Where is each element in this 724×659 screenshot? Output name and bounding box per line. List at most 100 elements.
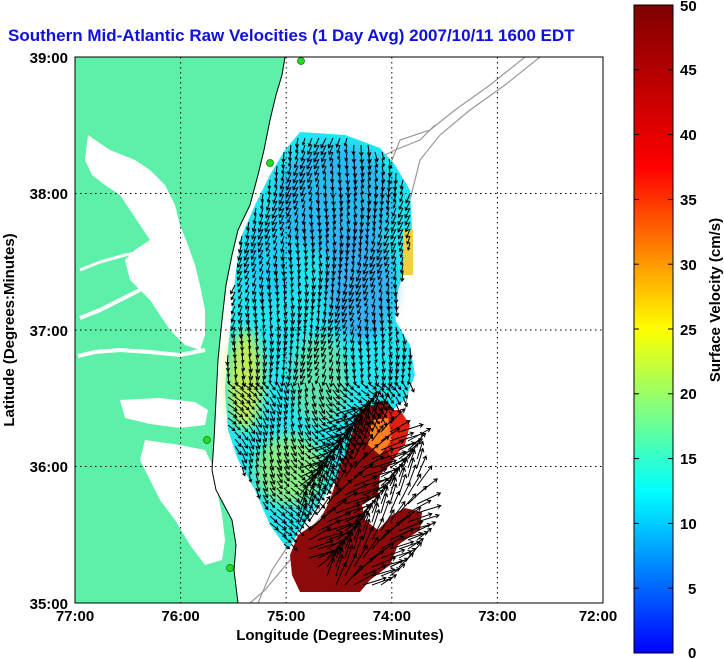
velocity-arrow — [276, 466, 283, 478]
velocity-arrow — [392, 200, 397, 209]
velocity-arrow — [269, 466, 275, 479]
velocity-arrow — [262, 473, 268, 486]
velocity-arrow — [335, 553, 344, 577]
velocity-arrow — [241, 417, 248, 425]
velocity-arrow — [398, 242, 404, 253]
velocity-arrow — [384, 256, 390, 267]
velocity-arrow — [329, 347, 334, 356]
velocity-arrow — [299, 158, 306, 170]
y-tick-label: 35:00 — [30, 596, 68, 613]
velocity-arrow — [227, 424, 236, 432]
velocity-arrow — [399, 193, 404, 203]
velocity-arrow — [283, 389, 289, 402]
velocity-arrow — [251, 256, 257, 267]
velocity-arrow — [311, 410, 318, 422]
velocity-arrow — [372, 319, 377, 332]
velocity-arrow — [279, 221, 285, 231]
velocity-arrow — [262, 424, 268, 436]
velocity-arrow — [332, 228, 337, 238]
velocity-arrow — [259, 207, 264, 218]
colorbar-tick-label: 35 — [680, 192, 697, 209]
velocity-arrow — [362, 284, 369, 295]
velocity-arrow — [308, 514, 326, 532]
velocity-arrow — [255, 480, 261, 493]
velocity-arrow — [389, 466, 401, 487]
velocity-arrow — [356, 305, 362, 315]
velocity-arrow — [234, 424, 241, 431]
velocity-arrow — [248, 389, 258, 397]
velocity-arrow — [273, 242, 278, 251]
velocity-arrow — [307, 340, 313, 353]
velocity-arrow — [374, 354, 378, 363]
velocity-arrow — [320, 326, 327, 339]
velocity-arrow — [337, 151, 341, 160]
velocity-arrow — [336, 347, 341, 357]
velocity-arrow — [290, 382, 296, 395]
velocity-arrow — [353, 451, 368, 469]
velocity-arrow — [346, 389, 354, 396]
velocity-arrow — [344, 494, 371, 505]
velocity-arrow — [385, 207, 390, 216]
colorbar: 50 45 40 35 30 25 20 15 10 5 0 Surface V… — [633, 0, 724, 659]
velocity-arrow — [271, 221, 278, 233]
velocity-arrow — [269, 403, 276, 415]
velocity-arrow — [329, 354, 334, 364]
velocity-arrow — [369, 263, 376, 275]
velocity-arrow — [349, 270, 355, 281]
velocity-arrow — [299, 490, 308, 514]
velocity-arrow — [404, 200, 411, 212]
velocity-arrow — [367, 165, 372, 176]
velocity-arrow — [378, 277, 383, 287]
velocity-arrow — [374, 368, 379, 380]
velocity-arrow — [378, 284, 383, 294]
velocity-arrow — [400, 375, 405, 385]
velocity-arrow — [326, 499, 348, 514]
velocity-arrow — [306, 361, 313, 373]
velocity-arrow — [311, 417, 319, 429]
velocity-arrow — [297, 508, 307, 516]
velocity-arrow — [248, 466, 253, 475]
velocity-arrow — [255, 466, 260, 477]
velocity-arrow — [407, 242, 411, 251]
velocity-arrow — [276, 410, 282, 422]
x-tick-label: 74:00 — [373, 608, 411, 625]
velocity-arrow — [392, 263, 397, 272]
velocity-arrow — [335, 457, 345, 478]
velocity-arrow — [293, 158, 299, 169]
velocity-arrow — [335, 354, 341, 366]
velocity-arrow — [343, 277, 348, 288]
velocity-arrow — [241, 431, 249, 441]
velocity-arrow — [276, 501, 285, 509]
velocity-arrow — [306, 172, 313, 184]
velocity-arrow — [343, 333, 348, 343]
velocity-arrow — [335, 547, 344, 568]
velocity-arrow — [363, 249, 369, 260]
velocity-arrow — [271, 214, 278, 226]
velocity-arrow — [244, 298, 250, 310]
velocity-arrow — [243, 256, 250, 268]
velocity-arrow — [353, 396, 363, 404]
velocity-arrow — [321, 375, 327, 387]
velocity-arrow — [318, 431, 325, 438]
velocity-arrow — [398, 493, 417, 514]
velocity-arrow — [297, 382, 303, 394]
velocity-arrow — [286, 172, 292, 183]
velocity-arrow — [353, 475, 378, 487]
colorbar-label: Surface Velocity (cm/s) — [707, 218, 724, 382]
velocity-arrow — [389, 431, 415, 442]
velocity-arrow — [335, 291, 341, 303]
velocity-arrow — [328, 144, 334, 156]
velocity-arrow — [290, 529, 298, 536]
velocity-arrow — [395, 396, 401, 406]
velocity-arrow — [335, 561, 347, 586]
velocity-arrow — [362, 536, 379, 559]
velocity-arrow — [308, 200, 313, 211]
velocity-arrow — [381, 382, 391, 391]
colorbar-tick-label: 45 — [680, 62, 697, 79]
velocity-arrow — [276, 312, 281, 323]
velocity-arrow — [290, 508, 301, 516]
velocity-arrow — [374, 165, 378, 174]
velocity-arrow — [326, 415, 348, 424]
velocity-arrow — [407, 361, 412, 372]
